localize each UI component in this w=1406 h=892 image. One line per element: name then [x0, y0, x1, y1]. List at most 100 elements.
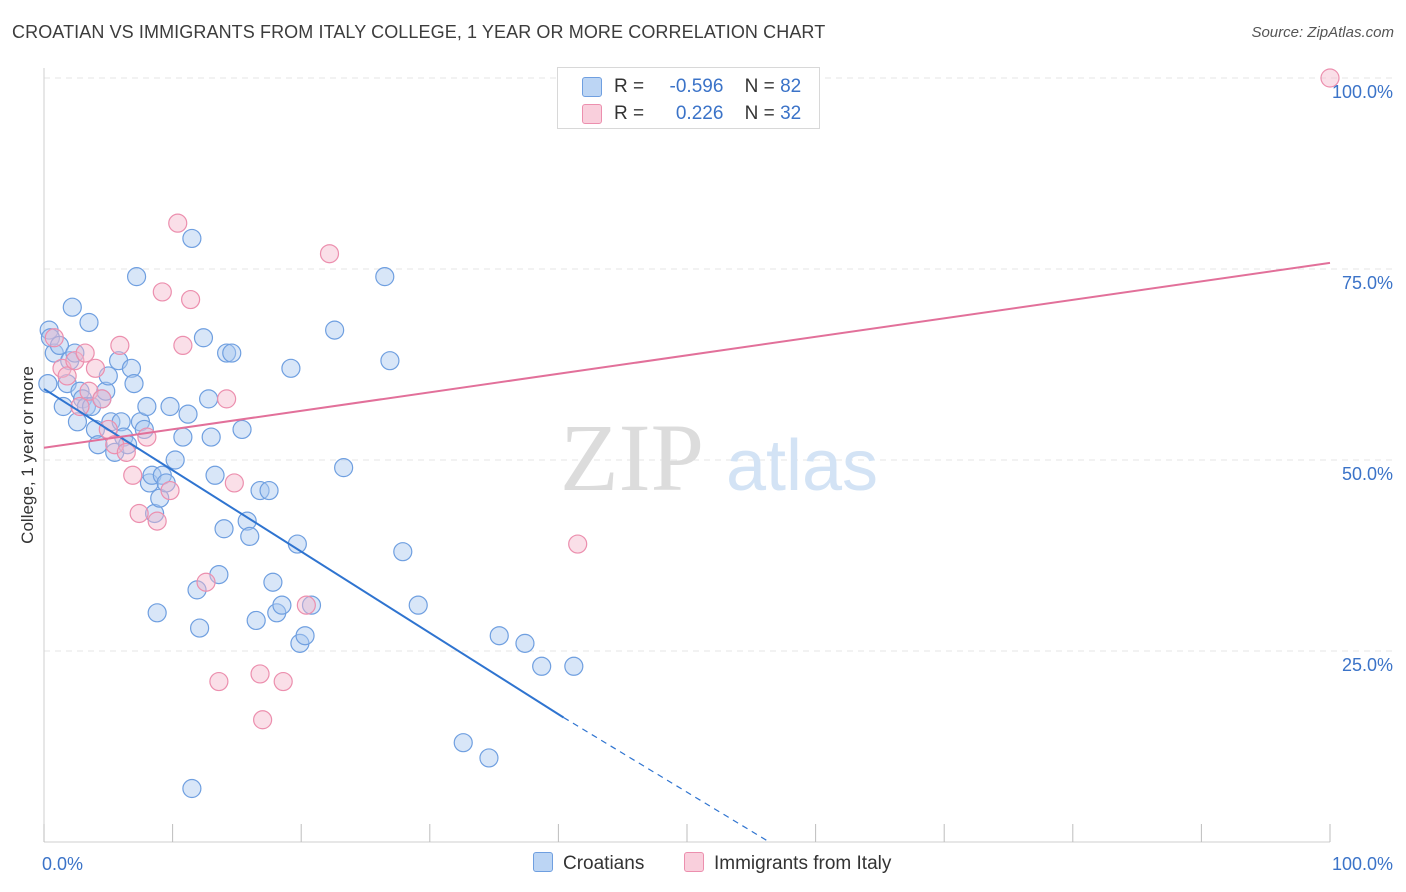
croatian-point [182, 778, 202, 799]
croatian-point [532, 656, 552, 676]
bottom-legend-swatch-croatians [533, 852, 553, 872]
legend-swatch-italy [582, 104, 602, 124]
trend-lines [43, 261, 1331, 843]
croatian-point [126, 267, 147, 287]
croatian-point [564, 656, 584, 676]
italy-point [196, 572, 216, 592]
watermark-atlas: atlas [726, 426, 878, 506]
italy-trend-line [43, 261, 1331, 449]
y-tick-label: 75.0% [1342, 273, 1393, 293]
watermark-zip: ZIP [560, 404, 704, 511]
legend-r-value-italy: 0.226 [675, 103, 724, 124]
legend-swatch-croatians [582, 77, 602, 97]
croatian-point [178, 404, 198, 424]
croatian-point [408, 595, 428, 615]
croatian-point [515, 633, 535, 653]
croatian-point [272, 595, 292, 615]
italy-point [224, 473, 244, 493]
chart-title: CROATIAN VS IMMIGRANTS FROM ITALY COLLEG… [12, 22, 826, 42]
croatian-point [393, 542, 413, 562]
croatian-point [217, 343, 237, 363]
croatian-point [65, 343, 85, 363]
x-tick-label-max: 100.0% [1332, 854, 1393, 874]
croatian-point [199, 389, 219, 409]
bottom-legend-label-croatians: Croatians [563, 853, 645, 874]
croatian-point [295, 626, 315, 646]
source-label: Source: ZipAtlas.com [1251, 24, 1394, 41]
croatian-point [205, 465, 225, 485]
y-tick-label: 100.0% [1332, 82, 1393, 102]
italy-point [75, 343, 95, 363]
croatian-point [489, 626, 509, 646]
legend-n-label: N = [744, 103, 775, 124]
italy-point [123, 465, 143, 485]
croatian-point [240, 526, 260, 547]
croatian-point [160, 396, 180, 417]
italy-point [273, 671, 293, 692]
croatian-point [144, 503, 165, 524]
croatian-point [173, 427, 193, 447]
croatians-trend-extension [563, 716, 770, 843]
croatian-point [375, 267, 395, 287]
legend-n-value-italy: 32 [780, 103, 802, 124]
italy-point [217, 389, 237, 409]
italy-points [44, 68, 1340, 730]
legend-n-label: N = [744, 76, 775, 97]
italy-point [85, 358, 106, 378]
legend-r-label: R = [614, 76, 645, 97]
italy-point [209, 671, 229, 692]
croatian-point [147, 603, 167, 623]
legend-n-value-croatians: 82 [780, 76, 802, 97]
y-tick-label: 50.0% [1342, 464, 1393, 484]
croatian-point [222, 343, 242, 363]
italy-point [116, 442, 136, 462]
italy-point [296, 595, 316, 615]
italy-point [173, 335, 193, 355]
legend-r-label: R = [614, 103, 645, 124]
croatian-point [263, 572, 283, 592]
croatian-point [137, 396, 157, 417]
croatian-point [201, 427, 221, 447]
italy-point [105, 435, 125, 455]
italy-point [160, 480, 180, 501]
bottom-legend-label-italy: Immigrants from Italy [714, 853, 892, 874]
croatian-point [121, 358, 142, 378]
grid-lines [44, 77, 1392, 652]
croatian-point [301, 595, 322, 615]
axes [43, 68, 1331, 843]
croatian-point [165, 450, 185, 470]
y-axis-label: College, 1 year or more [18, 366, 37, 544]
croatian-point [237, 511, 257, 531]
croatian-point [193, 328, 214, 348]
tick-labels: 25.0% 50.0% 75.0% 100.0% 0.0% 100.0% [42, 82, 1393, 874]
watermark: ZIP atlas [560, 404, 878, 511]
italy-point [129, 503, 149, 524]
italy-point [65, 351, 85, 371]
italy-point [92, 389, 112, 409]
croatian-point [79, 312, 99, 333]
italy-point [57, 366, 77, 386]
croatian-point [214, 519, 234, 539]
croatian-point [81, 396, 102, 417]
italy-point [568, 534, 588, 554]
bottom-legend-italy: Immigrants from Italy [684, 852, 891, 875]
italy-point [137, 427, 157, 447]
italy-point [110, 335, 130, 355]
legend-r-value-croatians: -0.596 [669, 76, 724, 97]
croatians-points [38, 228, 584, 799]
croatian-point [334, 458, 354, 478]
italy-point [1320, 68, 1340, 88]
croatian-point [479, 748, 499, 768]
bottom-legend-croatians: Croatians [533, 852, 644, 875]
italy-point [250, 664, 270, 684]
italy-point [181, 289, 201, 310]
y-tick-label: 25.0% [1342, 655, 1393, 675]
croatian-point [246, 610, 266, 631]
croatian-point [38, 374, 58, 394]
croatian-point [62, 297, 82, 317]
croatian-point [124, 374, 144, 394]
croatian-point [190, 618, 210, 638]
croatian-point [380, 351, 400, 371]
italy-point [152, 282, 172, 302]
croatians-trend-line [43, 388, 565, 719]
